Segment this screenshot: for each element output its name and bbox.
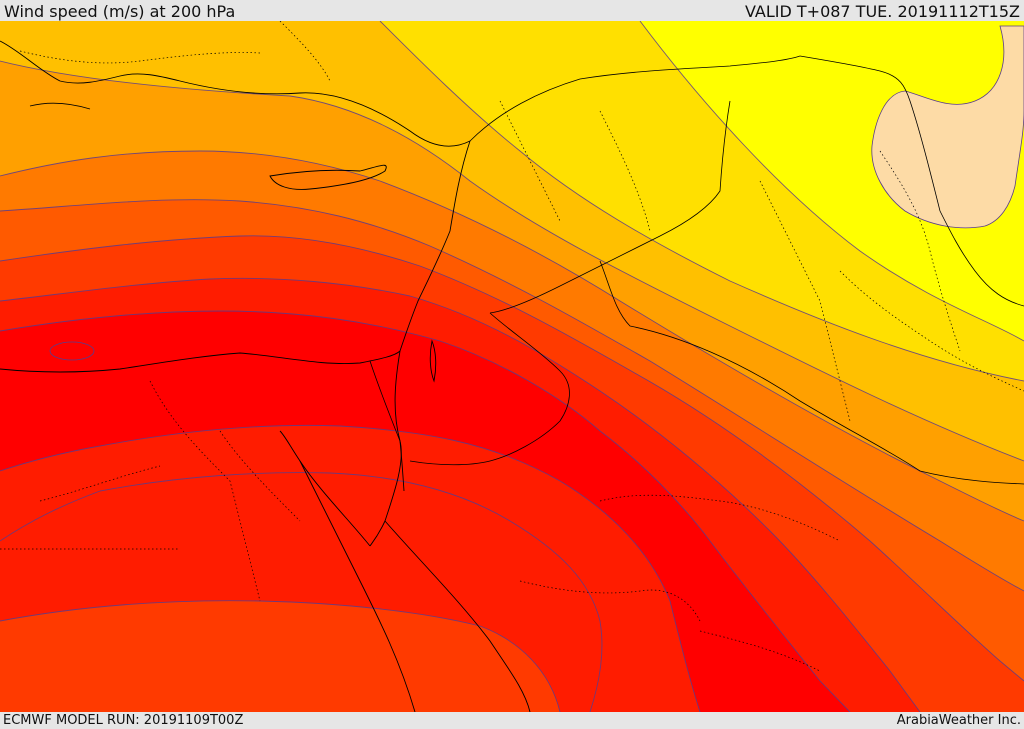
contour-10	[0, 472, 603, 712]
valid-time: VALID T+087 TUE. 20191112T15Z	[744, 2, 1020, 21]
credit-label: ArabiaWeather Inc.	[896, 713, 1021, 728]
contour-8	[0, 310, 851, 712]
contour-11	[0, 600, 561, 712]
border-iraq-saudi	[599, 260, 1024, 485]
red-sea-east-coast	[384, 520, 531, 712]
low-speed-region	[871, 25, 1024, 229]
admin-boundaries	[0, 21, 1024, 672]
admin-iraq-1	[759, 180, 851, 422]
admin-syria-2	[599, 110, 651, 232]
turkey-south-coast	[179, 80, 471, 147]
admin-turkey-2	[279, 21, 331, 82]
footer-bar: ECMWF MODEL RUN: 20191109T00Z ArabiaWeat…	[0, 712, 1024, 729]
borders	[369, 55, 1024, 485]
contour-7	[0, 277, 921, 712]
admin-saudi-3	[699, 630, 821, 672]
model-run-label: ECMWF MODEL RUN: 20191109T00Z	[3, 713, 244, 728]
gulf-of-suez	[279, 430, 371, 547]
admin-egypt-1	[149, 380, 261, 602]
admin-saudi-2	[599, 494, 841, 542]
admin-saudi-1	[519, 580, 701, 622]
contour-9	[0, 424, 701, 712]
jet-core-blob	[49, 341, 95, 361]
border-jordan-saudi	[409, 312, 570, 466]
border-iraq-iran	[799, 55, 1024, 307]
admin-turkey-1	[19, 50, 261, 64]
red-sea-west-coast	[299, 460, 416, 712]
aegean-coast	[0, 40, 181, 84]
contour-3	[0, 60, 1024, 462]
contour-4	[0, 150, 1024, 522]
border-turkey-syria	[469, 55, 801, 142]
contour-2	[379, 21, 1024, 382]
contour-5	[0, 199, 1024, 592]
border-syria-iraq	[489, 100, 731, 314]
header-bar: Wind speed (m/s) at 200 hPa VALID T+087 …	[0, 0, 1024, 21]
admin-iran-1	[879, 150, 961, 352]
admin-iraq-2	[839, 270, 1024, 392]
gulf-of-aqaba	[399, 440, 405, 492]
band-7-pocket	[0, 600, 560, 712]
contour-1	[639, 21, 1024, 342]
wind-speed-map	[0, 21, 1024, 712]
band-9	[0, 311, 850, 712]
map-title: Wind speed (m/s) at 200 hPa	[4, 2, 236, 21]
crete	[29, 102, 91, 110]
contour-6	[0, 235, 1024, 682]
sinai-coast	[369, 350, 402, 547]
contour-lines	[0, 21, 1024, 712]
coastlines	[0, 40, 531, 712]
border-egypt-israel	[369, 360, 401, 442]
cyprus	[269, 164, 387, 190]
egypt-north-coast	[0, 350, 401, 373]
dead-sea	[429, 339, 437, 383]
levant-coast	[399, 140, 471, 352]
